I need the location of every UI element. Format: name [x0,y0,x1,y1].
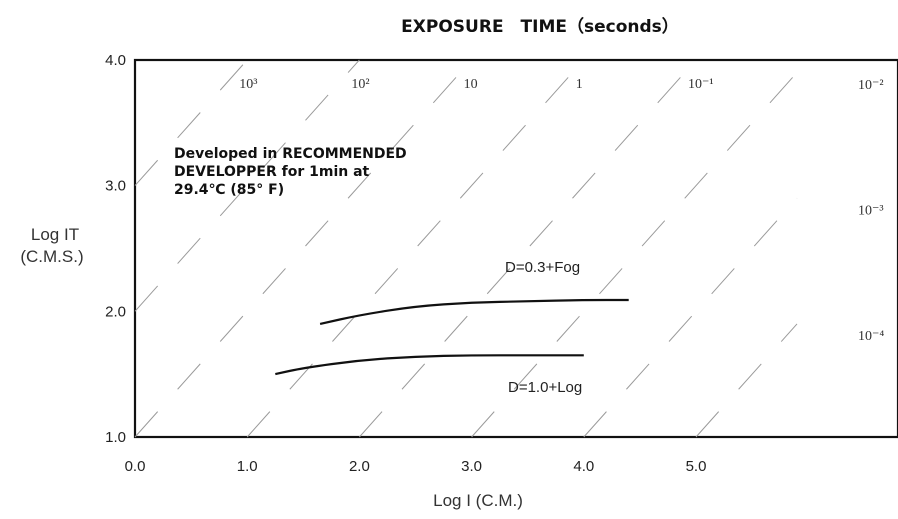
isoline-label-1: 10² [351,77,369,92]
x-axis-label: Log I (C.M.) [433,491,523,510]
isoline-labels-group: 10³ 10² 10 1 10⁻¹ 10⁻² 10⁻³ 10⁻⁴ [239,77,884,344]
isoline-0 [134,59,248,186]
y-tick-labels: 1.0 2.0 3.0 4.0 [105,52,126,446]
x-tick-label-2: 2.0 [349,458,370,475]
x-tick-label-3: 3.0 [461,458,482,475]
series-line-d10-fog [275,354,584,376]
isoline-1 [134,59,360,312]
note-line-2: DEVELOPPER for 1min at [174,164,370,180]
series-group [275,298,629,376]
isoline-label-4: 10⁻¹ [688,77,714,92]
curve-label-d03: D=0.3+Fog [505,259,580,276]
isoline-label-6: 10⁻³ [858,204,884,219]
isoline-5 [471,72,798,438]
note-line-3: 29.4℃ (85° F) [174,182,284,198]
y-tick-label-0: 1.0 [105,429,126,446]
y-tick-label-2: 3.0 [105,178,126,195]
chart-title: EXPOSURE TIME（seconds） [401,16,679,37]
x-tick-labels: 0.0 1.0 2.0 3.0 4.0 5.0 [125,458,707,475]
isoline-4 [359,59,697,438]
isoline-7 [695,323,798,438]
isoline-label-3: 1 [576,77,583,92]
isoline-2 [134,59,472,438]
isoline-label-0: 10³ [239,77,257,92]
x-tick-label-0: 0.0 [125,458,146,475]
y-tick-label-3: 4.0 [105,52,126,69]
isoline-label-5: 10⁻² [858,78,884,93]
isoline-label-2: 10 [464,77,478,92]
x-tick-label-1: 1.0 [237,458,258,475]
series-line-d03-fog [319,298,629,325]
y-axis-label-line-1: Log IT [31,225,79,244]
curve-label-d10: D=1.0+Log [508,379,582,396]
y-axis-label-line-2: (C.M.S.) [20,247,83,266]
isolines-group [134,59,798,438]
x-tick-label-4: 4.0 [573,458,594,475]
isoline-6 [583,197,798,438]
y-tick-label-1: 2.0 [105,303,126,320]
isoline-3 [246,59,585,438]
plot-frame [133,58,898,439]
x-tick-label-5: 5.0 [686,458,707,475]
note-line-1: Developed in RECOMMENDED [174,146,407,162]
isoline-label-7: 10⁻⁴ [858,329,884,344]
